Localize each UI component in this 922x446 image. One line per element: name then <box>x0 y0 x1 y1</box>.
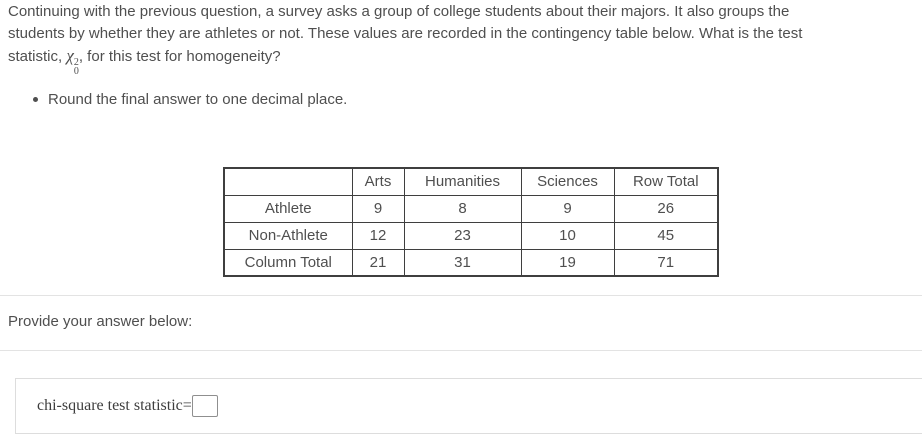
divider <box>0 350 922 351</box>
cell-value: 23 <box>403 221 522 250</box>
instruction-list: Round the final answer to one decimal pl… <box>0 89 347 110</box>
row-label-athlete: Athlete <box>223 194 353 223</box>
header-sciences: Sciences <box>520 167 615 196</box>
answer-prompt: Provide your answer below: <box>8 313 193 330</box>
answer-input[interactable] <box>191 395 218 417</box>
chi-squared-symbol: χ <box>66 46 74 65</box>
cell-value: 31 <box>403 248 522 277</box>
instruction-item: Round the final answer to one decimal pl… <box>0 89 347 110</box>
table-header-row: Arts Humanities Sciences Row Total <box>223 167 719 196</box>
chi-superscript: 2 <box>73 57 79 68</box>
cell-value: 8 <box>403 194 522 223</box>
question-line-3-after: , for this test for homogeneity? <box>78 48 281 65</box>
cell-value: 10 <box>520 221 615 250</box>
cell-value: 19 <box>520 248 615 277</box>
header-humanities: Humanities <box>403 167 522 196</box>
answer-box: chi-square test statistic= <box>15 378 922 434</box>
row-label-non-athlete: Non-Athlete <box>223 221 353 250</box>
cell-value: 9 <box>520 194 615 223</box>
cell-value: 45 <box>613 221 719 250</box>
divider <box>0 295 922 296</box>
header-row-total: Row Total <box>613 167 719 196</box>
cell-value: 9 <box>351 194 405 223</box>
question-text: Continuing with the previous question, a… <box>8 1 920 77</box>
header-arts: Arts <box>351 167 405 196</box>
table-row: Non-Athlete 12 23 10 45 <box>223 221 719 250</box>
cell-value: 12 <box>351 221 405 250</box>
question-line-1: Continuing with the previous question, a… <box>8 3 790 20</box>
cell-value: 21 <box>351 248 405 277</box>
table-row: Column Total 21 31 19 71 <box>223 248 719 277</box>
contingency-table: Arts Humanities Sciences Row Total Athle… <box>223 167 719 277</box>
header-empty-cell <box>223 167 353 196</box>
table-row: Athlete 9 8 9 26 <box>223 194 719 223</box>
row-label-column-total: Column Total <box>223 248 353 277</box>
question-line-3-before: statistic, <box>8 48 67 65</box>
cell-value: 71 <box>613 248 719 277</box>
question-line-2: students by whether they are athletes or… <box>8 25 803 42</box>
answer-input-label: chi-square test statistic= <box>37 397 192 414</box>
cell-value: 26 <box>613 194 719 223</box>
chi-subscript: 0 <box>73 66 79 77</box>
